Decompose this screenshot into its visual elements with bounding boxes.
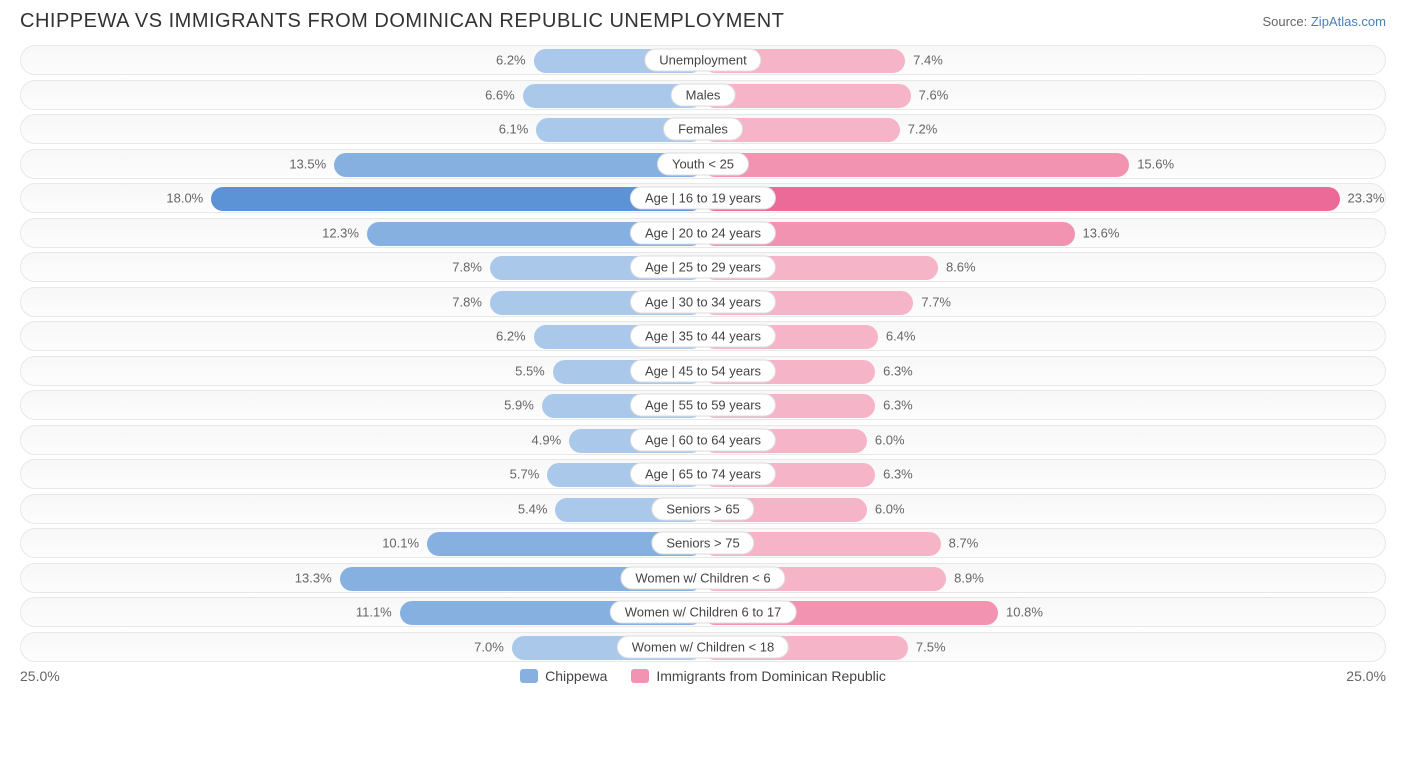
value-label-left: 13.5% <box>289 156 326 171</box>
chart-row: 5.5% 6.3% Age | 45 to 54 years <box>20 356 1386 386</box>
value-label-right: 8.6% <box>946 260 976 275</box>
value-label-right: 15.6% <box>1137 156 1174 171</box>
value-label-left: 5.4% <box>518 501 548 516</box>
value-label-left: 10.1% <box>382 536 419 551</box>
value-label-left: 6.2% <box>496 53 526 68</box>
category-pill: Youth < 25 <box>657 152 749 175</box>
chart-row: 5.9% 6.3% Age | 55 to 59 years <box>20 390 1386 420</box>
chart-title: CHIPPEWA VS IMMIGRANTS FROM DOMINICAN RE… <box>20 10 784 33</box>
value-label-right: 7.6% <box>919 87 949 102</box>
value-label-left: 5.7% <box>510 467 540 482</box>
value-label-right: 7.4% <box>913 53 943 68</box>
category-pill: Unemployment <box>644 49 761 72</box>
legend-item-left: Chippewa <box>520 668 607 684</box>
category-pill: Women w/ Children < 6 <box>620 566 785 589</box>
category-pill: Males <box>671 83 736 106</box>
chart-row: 6.1% 7.2% Females <box>20 114 1386 144</box>
legend-swatch-right <box>631 669 649 683</box>
legend: Chippewa Immigrants from Dominican Repub… <box>520 668 886 684</box>
value-label-left: 5.9% <box>504 398 534 413</box>
value-label-left: 13.3% <box>295 570 332 585</box>
value-label-right: 7.7% <box>921 294 951 309</box>
legend-item-right: Immigrants from Dominican Republic <box>631 668 886 684</box>
category-pill: Age | 16 to 19 years <box>630 187 776 210</box>
chart-row: 7.0% 7.5% Women w/ Children < 18 <box>20 632 1386 662</box>
value-label-left: 6.1% <box>499 122 529 137</box>
value-label-right: 7.2% <box>908 122 938 137</box>
category-pill: Seniors > 65 <box>651 497 754 520</box>
value-label-left: 7.8% <box>452 260 482 275</box>
category-pill: Age | 35 to 44 years <box>630 325 776 348</box>
category-pill: Women w/ Children < 18 <box>617 635 789 658</box>
chart-row: 5.4% 6.0% Seniors > 65 <box>20 494 1386 524</box>
value-label-right: 10.8% <box>1006 605 1043 620</box>
legend-swatch-left <box>520 669 538 683</box>
value-label-left: 6.6% <box>485 87 515 102</box>
chart-row: 4.9% 6.0% Age | 60 to 64 years <box>20 425 1386 455</box>
value-label-left: 7.0% <box>474 639 504 654</box>
chart-row: 6.2% 7.4% Unemployment <box>20 45 1386 75</box>
value-label-right: 8.7% <box>949 536 979 551</box>
chart-row: 11.1% 10.8% Women w/ Children 6 to 17 <box>20 597 1386 627</box>
value-label-left: 7.8% <box>452 294 482 309</box>
chart-row: 13.3% 8.9% Women w/ Children < 6 <box>20 563 1386 593</box>
chart-row: 6.2% 6.4% Age | 35 to 44 years <box>20 321 1386 351</box>
chart-row: 10.1% 8.7% Seniors > 75 <box>20 528 1386 558</box>
value-label-left: 5.5% <box>515 363 545 378</box>
value-label-left: 4.9% <box>532 432 562 447</box>
value-label-right: 8.9% <box>954 570 984 585</box>
bar-right <box>703 187 1340 211</box>
source-prefix: Source: <box>1262 14 1310 29</box>
category-pill: Age | 25 to 29 years <box>630 256 776 279</box>
category-pill: Age | 55 to 59 years <box>630 394 776 417</box>
legend-label-left: Chippewa <box>545 668 607 684</box>
category-pill: Women w/ Children 6 to 17 <box>610 601 797 624</box>
category-pill: Age | 45 to 54 years <box>630 359 776 382</box>
value-label-right: 6.4% <box>886 329 916 344</box>
legend-label-right: Immigrants from Dominican Republic <box>656 668 886 684</box>
category-pill: Age | 20 to 24 years <box>630 221 776 244</box>
value-label-left: 6.2% <box>496 329 526 344</box>
value-label-right: 23.3% <box>1348 191 1385 206</box>
value-label-right: 13.6% <box>1083 225 1120 240</box>
chart-row: 7.8% 7.7% Age | 30 to 34 years <box>20 287 1386 317</box>
value-label-right: 6.0% <box>875 432 905 447</box>
chart-row: 5.7% 6.3% Age | 65 to 74 years <box>20 459 1386 489</box>
bar-left <box>334 153 703 177</box>
category-pill: Age | 65 to 74 years <box>630 463 776 486</box>
source-link[interactable]: ZipAtlas.com <box>1311 14 1386 29</box>
bar-right <box>703 153 1129 177</box>
axis-label-right: 25.0% <box>1346 668 1386 684</box>
value-label-right: 7.5% <box>916 639 946 654</box>
value-label-right: 6.3% <box>883 398 913 413</box>
chart-row: 7.8% 8.6% Age | 25 to 29 years <box>20 252 1386 282</box>
value-label-right: 6.0% <box>875 501 905 516</box>
axis-label-left: 25.0% <box>20 668 60 684</box>
category-pill: Seniors > 75 <box>651 532 754 555</box>
source-attribution: Source: ZipAtlas.com <box>1262 14 1386 29</box>
chart-row: 18.0% 23.3% Age | 16 to 19 years <box>20 183 1386 213</box>
value-label-right: 6.3% <box>883 467 913 482</box>
value-label-left: 11.1% <box>356 605 392 620</box>
value-label-left: 18.0% <box>166 191 203 206</box>
value-label-left: 12.3% <box>322 225 359 240</box>
value-label-right: 6.3% <box>883 363 913 378</box>
category-pill: Age | 30 to 34 years <box>630 290 776 313</box>
chart-row: 12.3% 13.6% Age | 20 to 24 years <box>20 218 1386 248</box>
chart-area: 6.2% 7.4% Unemployment 6.6% 7.6% Males 6.1% 7.2… <box>20 45 1386 662</box>
chart-row: 13.5% 15.6% Youth < 25 <box>20 149 1386 179</box>
category-pill: Age | 60 to 64 years <box>630 428 776 451</box>
category-pill: Females <box>663 118 743 141</box>
chart-row: 6.6% 7.6% Males <box>20 80 1386 110</box>
